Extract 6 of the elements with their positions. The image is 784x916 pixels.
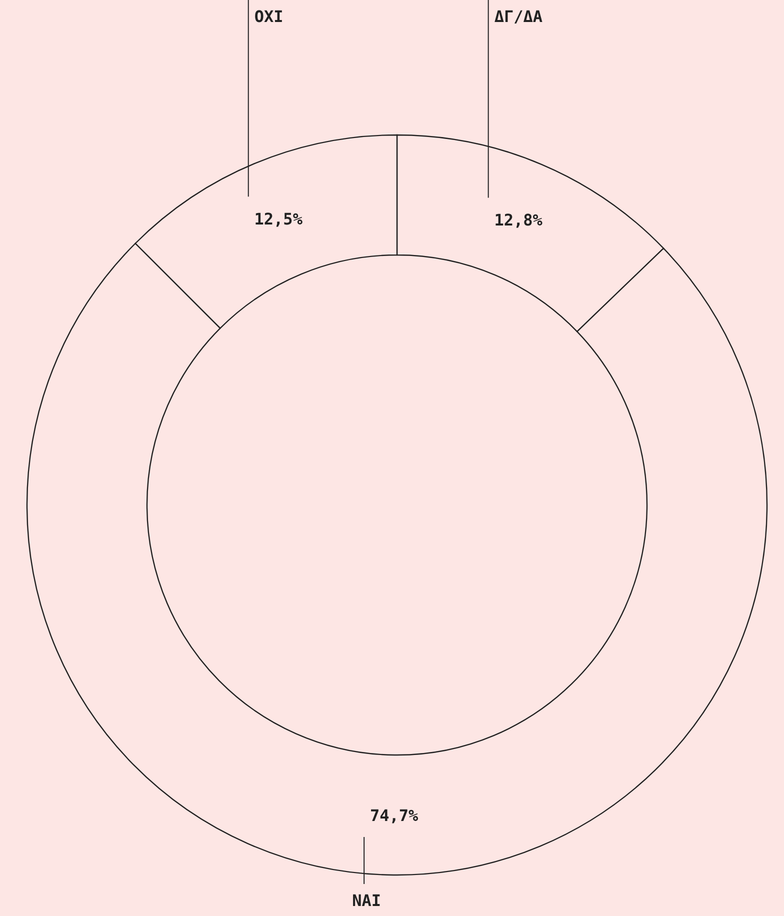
data-label: 74,7% [370, 806, 419, 825]
slice-label: ΝΑΙ [352, 891, 381, 910]
data-label: 12,5% [254, 210, 303, 229]
data-label: 12,8% [494, 210, 543, 230]
slice-label: ΔΓ/ΔΑ [494, 7, 543, 26]
slice-label: ΟΧΙ [254, 7, 284, 26]
